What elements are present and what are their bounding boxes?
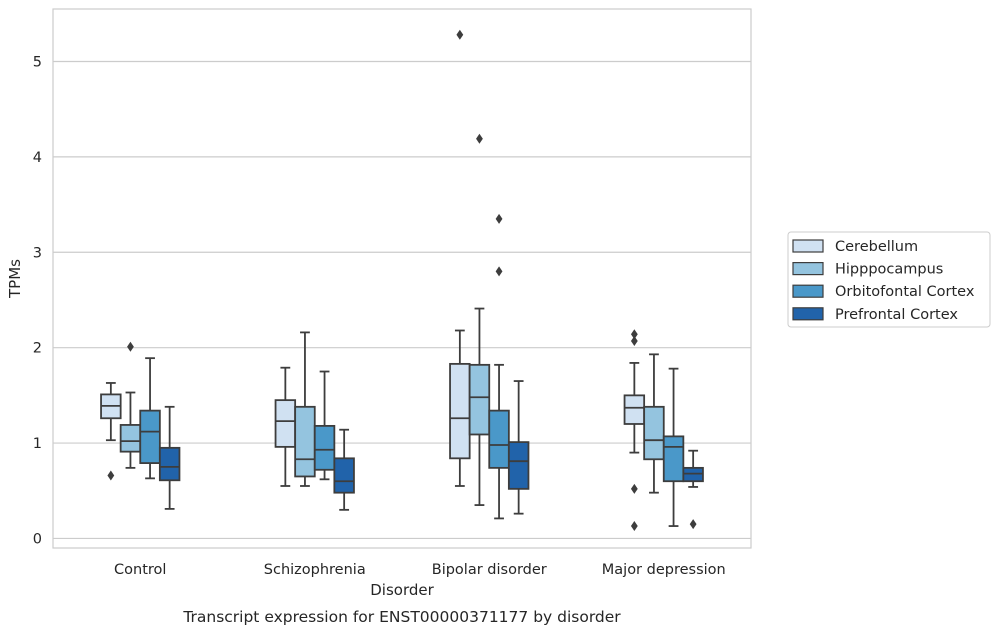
- legend-entry: Cerebellum: [835, 239, 918, 255]
- box-2-1: [313, 370, 336, 481]
- legend-swatch: [792, 284, 824, 298]
- gridlines: [53, 60, 751, 540]
- iqr-box: [468, 363, 491, 436]
- y-tick-label: 4: [33, 150, 42, 166]
- box-2-0: [139, 357, 161, 480]
- iqr-box: [333, 457, 355, 494]
- box-1-3: [643, 353, 665, 494]
- box-2-3: [662, 367, 685, 527]
- iqr-box: [139, 409, 161, 464]
- box-3-3: [682, 449, 704, 530]
- iqr-box: [119, 424, 142, 453]
- chart-title: Transcript expression for ENST0000037117…: [182, 608, 621, 626]
- iqr-box: [158, 446, 181, 482]
- outlier-point: [495, 213, 503, 224]
- box-1-0: [119, 341, 142, 469]
- iqr-box: [662, 435, 685, 483]
- outlier-point: [689, 519, 697, 530]
- legend: Cerebellum Hipppocampus Orbitofontal Corte…: [787, 231, 991, 328]
- iqr-box: [643, 405, 665, 461]
- box-3-1: [333, 428, 355, 511]
- x-tick-label: Major depression: [602, 562, 726, 578]
- box-0-2: [449, 29, 471, 487]
- outlier-point: [127, 341, 134, 352]
- iqr-box: [682, 466, 704, 483]
- iqr-box: [449, 362, 471, 460]
- outlier-point: [630, 335, 638, 346]
- box-0-0: [100, 382, 122, 481]
- series-prefrontal-cortex: [158, 380, 704, 530]
- x-tick-label: Schizophrenia: [264, 562, 366, 578]
- series-cerebellum: [100, 29, 646, 532]
- legend-swatch: [792, 307, 824, 321]
- outlier-point: [630, 521, 638, 532]
- y-tick-label: 2: [33, 341, 42, 357]
- outlier-point: [630, 329, 638, 340]
- box-0-1: [274, 366, 297, 487]
- outlier-point: [476, 133, 483, 144]
- iqr-box: [623, 394, 646, 425]
- y-tick-label: 3: [33, 245, 42, 261]
- outlier-point: [107, 470, 115, 481]
- legend-box: [787, 231, 991, 328]
- y-tick-label: 0: [33, 531, 42, 547]
- plot-frame: [52, 8, 752, 549]
- y-axis-ticks: 0 1 2 3 4 5: [33, 54, 42, 547]
- x-tick-label: Bipolar disorder: [432, 562, 547, 578]
- iqr-box: [507, 441, 530, 490]
- x-tick-label: Control: [114, 562, 166, 578]
- y-axis-label: TPMs: [6, 259, 24, 299]
- legend-entry: Orbitofontal Cortex: [835, 284, 975, 300]
- box-2-2: [488, 213, 510, 520]
- legend-entry: Prefrontal Cortex: [835, 307, 958, 323]
- legend-entry: Hipppocampus: [835, 262, 943, 278]
- iqr-box: [274, 399, 297, 448]
- legend-swatch: [792, 239, 824, 253]
- y-tick-label: 5: [33, 54, 42, 70]
- box-1-1: [294, 331, 316, 487]
- iqr-box: [313, 424, 336, 471]
- box-1-2: [468, 133, 491, 506]
- series-hipppocampus: [119, 133, 665, 506]
- outlier-point: [630, 483, 638, 494]
- iqr-box: [488, 409, 510, 469]
- outlier-point: [495, 266, 503, 277]
- legend-swatch: [792, 262, 824, 276]
- x-axis-label: Disorder: [370, 581, 434, 599]
- outlier-point: [456, 29, 464, 40]
- x-axis-ticks: Control Schizophrenia Bipolar disorder Majo…: [114, 562, 726, 578]
- box-series: [100, 29, 704, 532]
- y-tick-label: 1: [33, 436, 42, 452]
- iqr-box: [294, 405, 316, 478]
- box-0-3: [623, 329, 646, 532]
- box-3-2: [507, 380, 530, 515]
- series-orbitofontal-cortex: [139, 213, 685, 527]
- box-3-0: [158, 405, 181, 510]
